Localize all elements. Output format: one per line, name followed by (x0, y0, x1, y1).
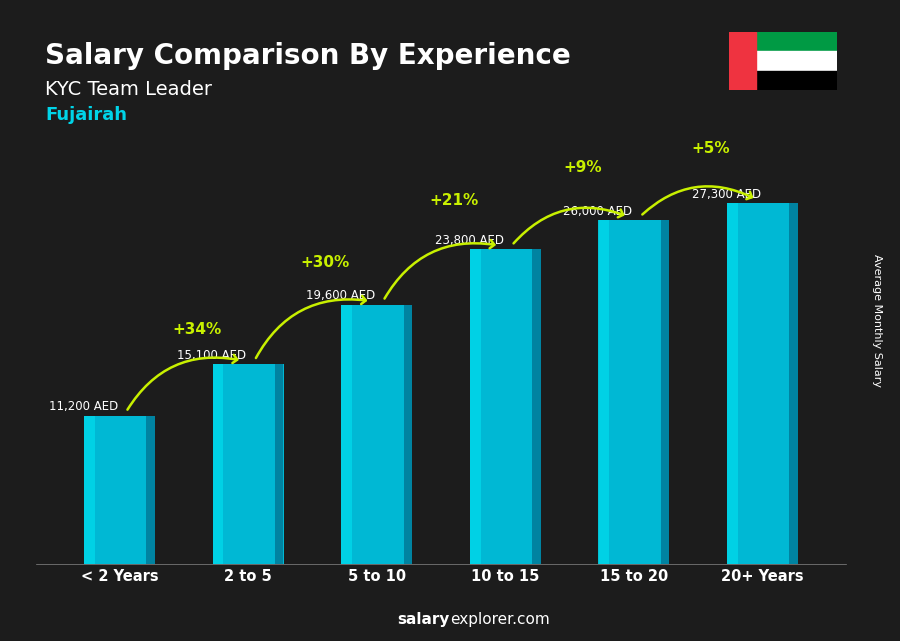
Bar (403, 305, 412, 564)
Text: 27,300 AED: 27,300 AED (692, 188, 760, 201)
Text: 15,100 AED: 15,100 AED (177, 349, 247, 362)
Bar (341, 305, 352, 564)
Bar (729, 32, 756, 90)
Bar (212, 365, 284, 564)
Bar (85, 416, 94, 564)
Bar (147, 416, 155, 564)
Text: +34%: +34% (172, 322, 221, 337)
Text: +5%: +5% (692, 141, 730, 156)
Text: +21%: +21% (429, 193, 479, 208)
Bar (729, 71, 837, 90)
Bar (275, 365, 284, 564)
Bar (212, 365, 223, 564)
Text: 19,600 AED: 19,600 AED (306, 289, 375, 303)
Bar (85, 416, 155, 564)
Text: Fujairah: Fujairah (45, 106, 127, 124)
Text: 26,000 AED: 26,000 AED (563, 204, 633, 218)
Bar (532, 249, 541, 564)
Text: 23,800 AED: 23,800 AED (435, 234, 504, 247)
Bar (789, 203, 797, 564)
Text: explorer.com: explorer.com (450, 612, 550, 627)
Text: Average Monthly Salary: Average Monthly Salary (872, 254, 883, 387)
Text: +9%: +9% (563, 160, 602, 175)
Bar (727, 203, 797, 564)
Bar (661, 221, 670, 564)
Text: salary: salary (398, 612, 450, 627)
Bar (729, 51, 837, 71)
Text: +30%: +30% (301, 255, 350, 270)
Text: 11,200 AED: 11,200 AED (49, 401, 118, 413)
Bar (470, 249, 481, 564)
Bar (470, 249, 541, 564)
Bar (341, 305, 412, 564)
Bar (729, 32, 837, 51)
Text: Salary Comparison By Experience: Salary Comparison By Experience (45, 42, 571, 70)
Bar (598, 221, 609, 564)
Bar (727, 203, 738, 564)
Bar (598, 221, 670, 564)
Text: KYC Team Leader: KYC Team Leader (45, 80, 212, 99)
